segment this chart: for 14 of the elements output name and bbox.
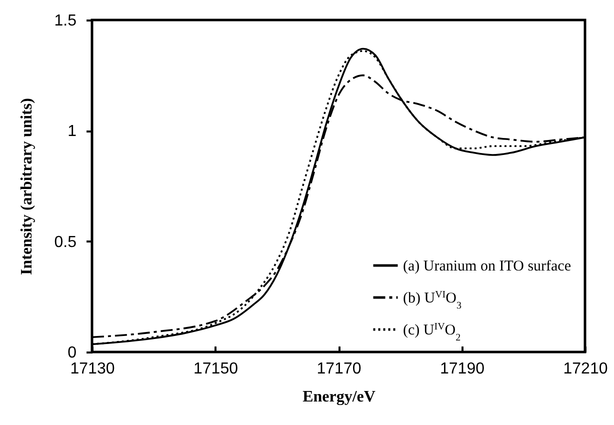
x-tick-label: 17170 — [316, 360, 362, 378]
legend-label: (b) U$^{VI}$O$_{3}$ — [403, 289, 462, 311]
x-tick-label: 17130 — [70, 360, 115, 378]
y-axis-title: Intensity (arbitrary units) — [18, 98, 36, 275]
y-tick-label: 0.5 — [54, 234, 77, 251]
legend-label: (c) U$^{IV}$O$_{2}$ — [403, 321, 461, 343]
x-tick-label: 17150 — [194, 360, 238, 378]
y-tick-label: 1.5 — [54, 12, 77, 30]
y-tick-label: 0 — [68, 344, 77, 362]
legend-label: (a) Uranium on ITO surface — [403, 258, 572, 274]
x-axis-title: Energy/eV — [302, 388, 376, 406]
x-tick-label: 17190 — [440, 360, 485, 378]
x-tick-label: 17210 — [563, 360, 608, 378]
y-tick-label: 1 — [68, 123, 77, 140]
